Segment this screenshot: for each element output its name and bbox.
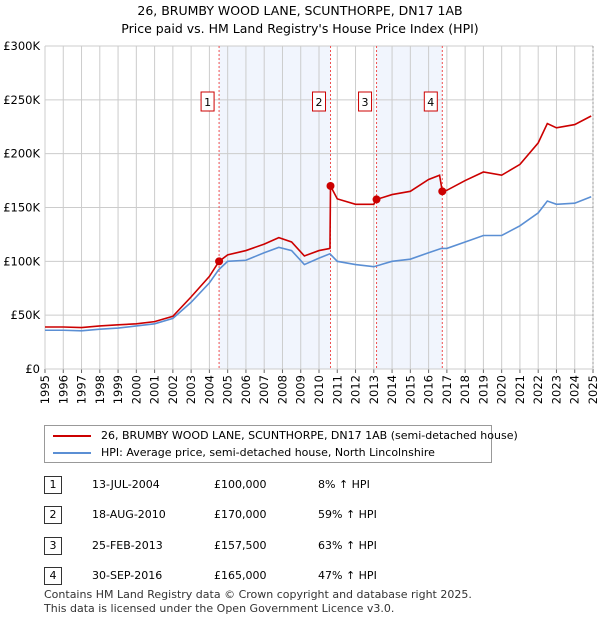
sale-marker-box — [423, 91, 438, 112]
x-tick-label: 2015 — [403, 375, 417, 404]
x-tick-label: 2018 — [458, 375, 472, 404]
sale-row: 3 25-FEB-2013 £157,500 63% ↑ HPI — [44, 537, 464, 557]
legend-label: HPI: Average price, semi-detached house,… — [101, 446, 435, 459]
sale-marker-label: 2 — [316, 96, 323, 109]
x-tick-label: 1995 — [38, 375, 52, 404]
x-tick-label: 2024 — [568, 375, 582, 404]
sale-row: 1 13-JUL-2004 £100,000 8% ↑ HPI — [44, 476, 464, 496]
x-tick-label: 2013 — [367, 375, 381, 404]
x-tick-label: 2005 — [221, 375, 235, 404]
price-chart: 1995 1996 1997 1998 1999 2000 2001 2002 2003 2004… — [3, 39, 600, 404]
x-tick-label: 2022 — [531, 375, 545, 404]
sale-hpi-change: 59% ↑ HPI — [318, 508, 377, 521]
y-tick-label: £200K — [3, 147, 40, 161]
legend: 26, BRUMBY WOOD LANE, SCUNTHORPE, DN17 1… — [44, 425, 518, 463]
x-tick-label: 2020 — [495, 375, 509, 404]
x-tick-label: 2004 — [202, 375, 216, 404]
sale-number: 1 — [44, 476, 62, 494]
legend-swatch — [53, 435, 91, 437]
sale-marker-box — [312, 91, 327, 112]
sale-marker-label: 1 — [204, 96, 211, 109]
sale-row: 4 30-SEP-2016 £165,000 47% ↑ HPI — [44, 567, 464, 587]
x-tick-label: 2009 — [294, 375, 308, 404]
footer-licence: This data is licensed under the Open Gov… — [44, 602, 395, 615]
sale-marker-label: 4 — [427, 96, 434, 109]
chart-title: 26, BRUMBY WOOD LANE, SCUNTHORPE, DN17 1… — [137, 3, 463, 18]
legend-label: 26, BRUMBY WOOD LANE, SCUNTHORPE, DN17 1… — [101, 429, 518, 442]
sale-marker-box — [358, 91, 373, 112]
sale-row: 2 18-AUG-2010 £170,000 59% ↑ HPI — [44, 506, 464, 526]
x-tick-label: 2001 — [148, 375, 162, 404]
x-tick-label: 2000 — [129, 375, 143, 404]
legend-swatch — [53, 452, 91, 454]
x-tick-label: 1996 — [56, 375, 70, 404]
x-tick-label: 1998 — [93, 375, 107, 404]
series-line — [45, 195, 592, 332]
y-tick-label: £0 — [25, 362, 40, 376]
sale-marker-box — [200, 91, 215, 112]
x-tick-label: 2011 — [330, 375, 344, 404]
x-tick-label: 2007 — [257, 375, 271, 404]
sale-date: 25-FEB-2013 — [92, 539, 163, 552]
x-tick-label: 2012 — [349, 375, 363, 404]
sale-price: £157,500 — [214, 539, 267, 552]
footer-copyright: Contains HM Land Registry data © Crown c… — [44, 588, 472, 601]
x-tick-label: 1999 — [111, 375, 125, 404]
sale-date: 30-SEP-2016 — [92, 569, 163, 582]
chart-subtitle: Price paid vs. HM Land Registry's House … — [121, 21, 479, 36]
y-tick-label: £300K — [3, 39, 40, 53]
x-tick-label: 2017 — [440, 375, 454, 404]
y-tick-label: £150K — [3, 201, 40, 215]
sale-number: 3 — [44, 537, 62, 555]
sale-point — [372, 195, 381, 204]
x-tick-label: 2025 — [586, 375, 600, 404]
sale-price: £165,000 — [214, 569, 267, 582]
x-tick-label: 2023 — [549, 375, 563, 404]
y-tick-label: £250K — [3, 93, 40, 107]
x-tick-label: 2019 — [476, 375, 490, 404]
x-tick-label: 2002 — [166, 375, 180, 404]
x-tick-label: 2008 — [275, 375, 289, 404]
x-tick-label: 2006 — [239, 375, 253, 404]
sale-hpi-change: 8% ↑ HPI — [318, 478, 370, 491]
sale-point — [438, 187, 447, 196]
sale-price: £170,000 — [214, 508, 267, 521]
sale-number: 4 — [44, 567, 62, 585]
sale-number: 2 — [44, 506, 62, 524]
sale-point — [326, 181, 335, 190]
sale-hpi-change: 47% ↑ HPI — [318, 569, 377, 582]
sale-marker-label: 3 — [362, 96, 369, 109]
x-tick-label: 2014 — [385, 375, 399, 404]
sale-date: 13-JUL-2004 — [92, 478, 160, 491]
x-tick-label: 2016 — [422, 375, 436, 404]
sale-price: £100,000 — [214, 478, 267, 491]
x-tick-label: 2010 — [312, 375, 326, 404]
x-tick-label: 2021 — [513, 375, 527, 404]
sale-date: 18-AUG-2010 — [92, 508, 166, 521]
legend-item-property: 26, BRUMBY WOOD LANE, SCUNTHORPE, DN17 1… — [53, 429, 518, 443]
legend-item-hpi: HPI: Average price, semi-detached house,… — [53, 446, 435, 460]
y-tick-label: £100K — [3, 254, 40, 268]
x-tick-label: 1997 — [75, 375, 89, 404]
sale-hpi-change: 63% ↑ HPI — [318, 539, 377, 552]
x-tick-label: 2003 — [184, 375, 198, 404]
sale-point — [215, 257, 224, 266]
y-tick-label: £50K — [11, 308, 41, 322]
